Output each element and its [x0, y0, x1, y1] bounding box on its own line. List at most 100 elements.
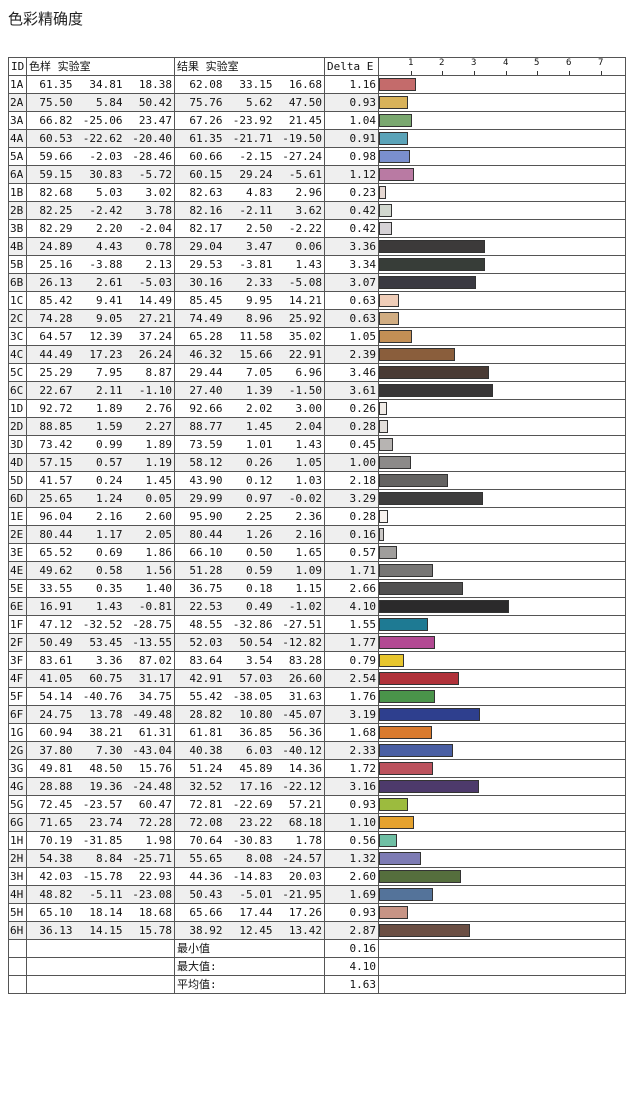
table-row: 3E 65.52 0.69 1.86 66.10 0.50 1.65 0.57 — [8, 543, 627, 562]
sample-b: -2.04 — [124, 219, 176, 238]
result-l: 61.81 — [174, 723, 225, 742]
sample-a: -32.52 — [74, 615, 125, 634]
result-a: 7.05 — [224, 363, 275, 382]
result-l: 73.59 — [174, 435, 225, 454]
bar-cell — [378, 741, 627, 760]
delta-e-value: 3.34 — [324, 255, 380, 274]
result-l: 55.42 — [174, 687, 225, 706]
delta-e-bar — [379, 726, 433, 739]
sample-a: 1.59 — [74, 417, 125, 436]
sample-a: 18.14 — [74, 903, 125, 922]
table-row: 3D 73.42 0.99 1.89 73.59 1.01 1.43 0.45 — [8, 435, 627, 454]
table-row: 3F 83.61 3.36 87.02 83.64 3.54 83.28 0.79 — [8, 651, 627, 670]
delta-e-value: 2.18 — [324, 471, 380, 490]
summary-blank-id — [8, 975, 27, 994]
result-a: 8.08 — [224, 849, 275, 868]
result-l: 29.44 — [174, 363, 225, 382]
result-a: 1.45 — [224, 417, 275, 436]
delta-e-bar — [379, 330, 413, 343]
patch-id: 6F — [8, 705, 27, 724]
sample-l: 73.42 — [26, 435, 75, 454]
delta-e-bar — [379, 654, 405, 667]
axis-tick-label: 6 — [566, 58, 572, 69]
result-a: 0.18 — [224, 579, 275, 598]
table-row: 5E 33.55 0.35 1.40 36.75 0.18 1.15 2.66 — [8, 579, 627, 598]
delta-e-value: 0.42 — [324, 201, 380, 220]
result-l: 58.12 — [174, 453, 225, 472]
result-b: 16.68 — [274, 75, 326, 94]
delta-e-bar — [379, 240, 486, 253]
result-a: 2.02 — [224, 399, 275, 418]
delta-e-value: 4.10 — [324, 597, 380, 616]
bar-cell — [378, 759, 627, 778]
bar-axis: 1 2 3 4 5 6 7 — [378, 57, 627, 76]
summary-bar-blank — [378, 957, 627, 976]
delta-e-value: 0.91 — [324, 129, 380, 148]
delta-e-bar — [379, 924, 471, 937]
patch-id: 4F — [8, 669, 27, 688]
result-b: 14.21 — [274, 291, 326, 310]
delta-e-value: 3.61 — [324, 381, 380, 400]
result-b: 3.00 — [274, 399, 326, 418]
result-l: 82.17 — [174, 219, 225, 238]
result-a: 1.01 — [224, 435, 275, 454]
summary-row: 最小值 0.16 — [8, 939, 627, 958]
sample-l: 71.65 — [26, 813, 75, 832]
result-a: 0.59 — [224, 561, 275, 580]
delta-e-value: 1.69 — [324, 885, 380, 904]
sample-l: 42.03 — [26, 867, 75, 886]
sample-b: 72.28 — [124, 813, 176, 832]
sample-b: 2.13 — [124, 255, 176, 274]
result-a: 1.39 — [224, 381, 275, 400]
sample-l: 22.67 — [26, 381, 75, 400]
delta-e-value: 0.93 — [324, 93, 380, 112]
bar-cell — [378, 813, 627, 832]
bar-cell — [378, 453, 627, 472]
bar-cell — [378, 561, 627, 580]
bar-cell — [378, 165, 627, 184]
result-b: -5.08 — [274, 273, 326, 292]
axis-tick-label: 4 — [503, 58, 509, 69]
sample-a: 2.16 — [74, 507, 125, 526]
bar-cell — [378, 363, 627, 382]
table-row: 4G 28.88 19.36 -24.48 32.52 17.16 -22.12 3.16 — [8, 777, 627, 796]
sample-l: 48.82 — [26, 885, 75, 904]
result-a: 2.25 — [224, 507, 275, 526]
patch-id: 5A — [8, 147, 27, 166]
sample-l: 83.61 — [26, 651, 75, 670]
sample-b: 1.98 — [124, 831, 176, 850]
delta-e-bar — [379, 150, 411, 163]
patch-id: 1G — [8, 723, 27, 742]
bar-cell — [378, 237, 627, 256]
result-l: 95.90 — [174, 507, 225, 526]
delta-e-bar — [379, 78, 417, 91]
sample-a: 0.57 — [74, 453, 125, 472]
table-row: 1H 70.19 -31.85 1.98 70.64 -30.83 1.78 0.56 — [8, 831, 627, 850]
result-l: 27.40 — [174, 381, 225, 400]
patch-id: 4E — [8, 561, 27, 580]
table-row: 2B 82.25 -2.42 3.78 82.16 -2.11 3.62 0.42 — [8, 201, 627, 220]
patch-id: 3G — [8, 759, 27, 778]
result-b: 47.50 — [274, 93, 326, 112]
bar-cell — [378, 219, 627, 238]
result-b: 1.43 — [274, 255, 326, 274]
patch-id: 2C — [8, 309, 27, 328]
bar-cell — [378, 183, 627, 202]
axis-tick-mark — [506, 71, 508, 75]
sample-a: -2.03 — [74, 147, 125, 166]
header-row: ID 色样 实验室 结果 实验室 Delta E 1 2 3 4 5 6 7 — [8, 57, 627, 76]
sample-a: 4.43 — [74, 237, 125, 256]
delta-e-bar — [379, 168, 415, 181]
delta-e-bar — [379, 798, 409, 811]
sample-b: -43.04 — [124, 741, 176, 760]
axis-tick-mark — [569, 71, 571, 75]
bar-cell — [378, 597, 627, 616]
bar-cell — [378, 687, 627, 706]
delta-e-value: 1.16 — [324, 75, 380, 94]
patch-id: 6G — [8, 813, 27, 832]
sample-a: 0.24 — [74, 471, 125, 490]
sample-b: 61.31 — [124, 723, 176, 742]
result-b: 57.21 — [274, 795, 326, 814]
patch-id: 5H — [8, 903, 27, 922]
